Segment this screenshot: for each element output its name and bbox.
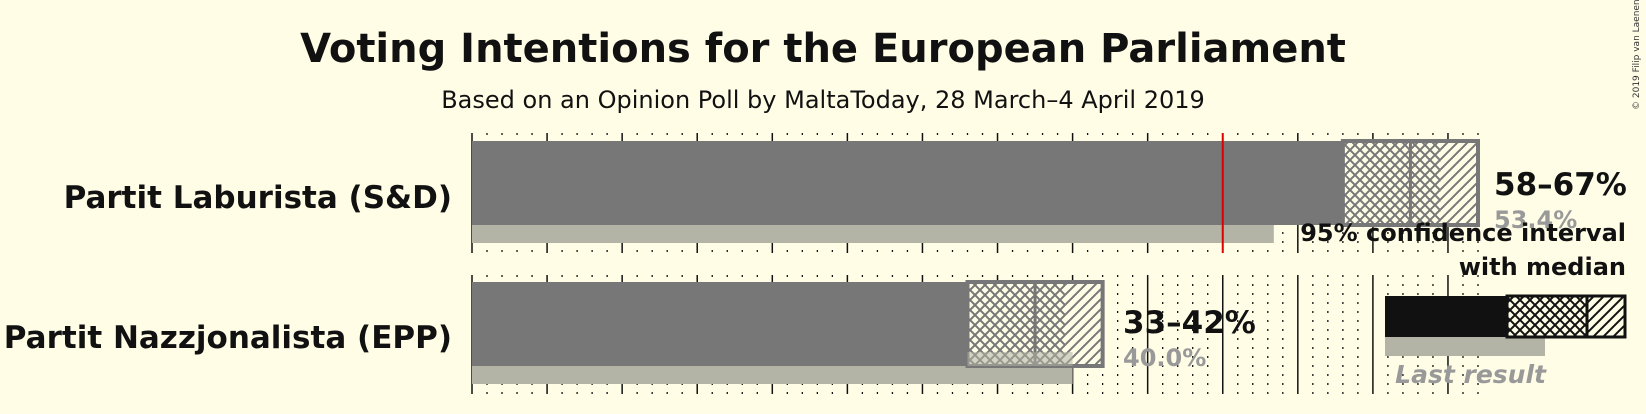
range-label-nazzjonalista: 33–42% [1123,305,1256,341]
party-label-nazzjonalista: Partit Nazzjonalista (EPP) [4,320,452,356]
legend-last-result-label: Last result [1395,360,1547,389]
last-result-label-laburista: 53.4% [1494,206,1577,234]
bars-group [472,133,1481,384]
legend-crosshatch-swatch [1505,294,1589,339]
ci-solid-bar-laburista [472,141,1343,225]
last-result-overlay-nazzjonalista [967,352,1073,366]
chart-title: Voting Intentions for the European Parli… [300,26,1346,72]
legend-hatch-swatch [1585,294,1627,339]
party-label-laburista: Partit Laburista (S&D) [64,180,452,216]
copyright-note: © 2019 Filip van Laenen [1632,0,1642,110]
range-label-laburista: 58–67% [1494,167,1627,203]
chart-subtitle: Based on an Opinion Poll by MaltaToday, … [441,86,1205,114]
last-result-label-nazzjonalista: 40.0% [1123,344,1206,372]
legend: 95% confidence interval with median Last… [1300,219,1627,389]
ci-inner-crosshatch-laburista [1342,141,1441,225]
ci-outer-hatch-laburista [1440,141,1478,225]
legend-title-line1: 95% confidence interval [1300,219,1626,247]
legend-title-line2: with median [1459,253,1626,281]
last-result-bar-laburista [472,225,1274,243]
ci-solid-bar-nazzjonalista [472,282,968,366]
legend-solid-swatch [1385,296,1507,337]
last-result-bar-nazzjonalista [472,366,1073,384]
